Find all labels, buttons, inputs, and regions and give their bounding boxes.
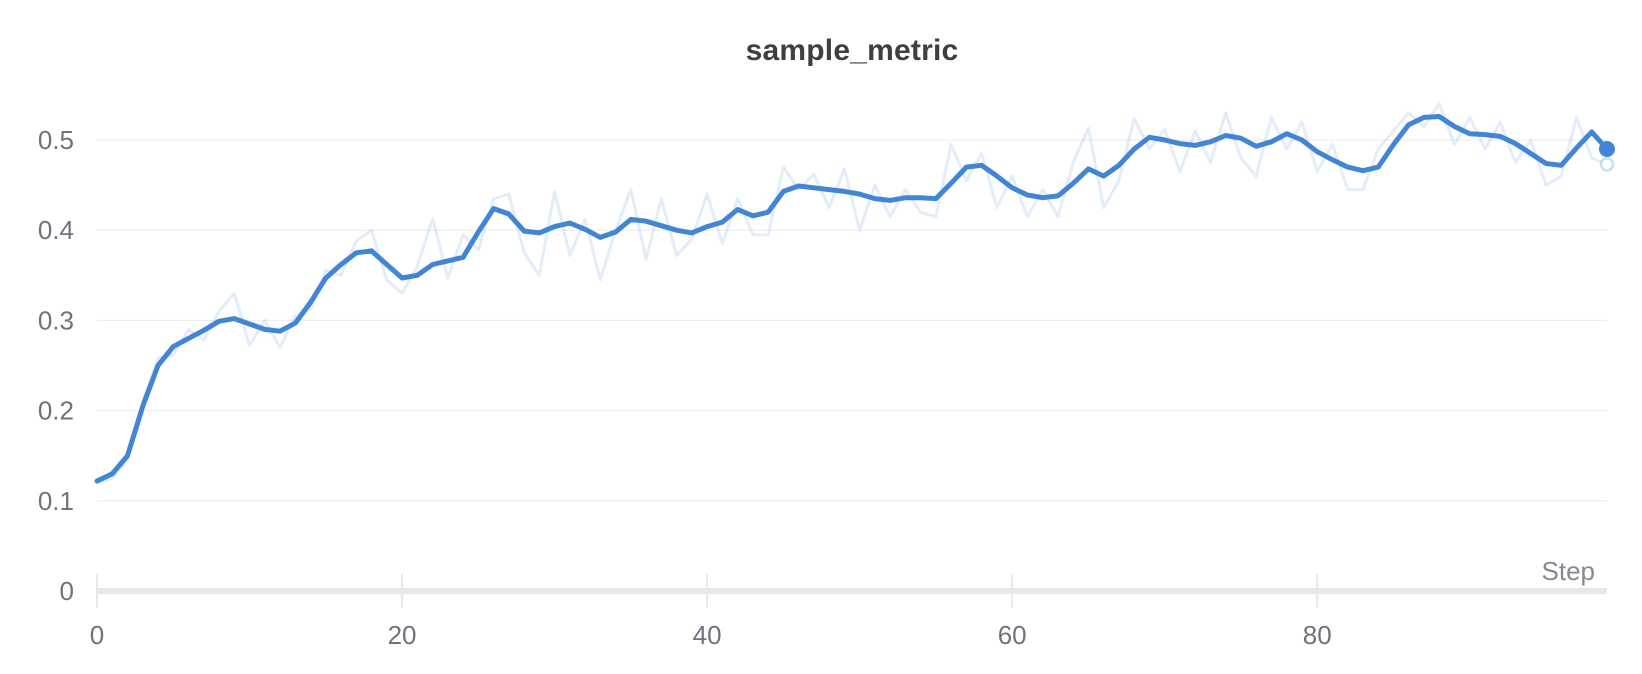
x-axis-label: Step xyxy=(1541,556,1596,586)
y-tick-label: 0.2 xyxy=(38,396,74,426)
x-tick-label: 60 xyxy=(998,620,1027,650)
y-tick-label: 0.3 xyxy=(38,305,74,335)
x-tick-label: 40 xyxy=(693,620,722,650)
y-tick-label: 0 xyxy=(60,576,74,606)
chart-title: sample_metric xyxy=(745,34,959,67)
series-end-dot xyxy=(1599,141,1615,158)
x-tick-label: 80 xyxy=(1303,620,1332,650)
y-tick-label: 0.5 xyxy=(38,125,74,155)
y-tick-label: 0.4 xyxy=(38,215,74,245)
y-tick-label: 0.1 xyxy=(38,486,74,516)
x-tick-label: 0 xyxy=(90,620,104,650)
x-tick-label: 20 xyxy=(388,620,417,650)
smoothed-series-line xyxy=(94,114,1610,484)
raw-end-circle xyxy=(1599,157,1615,172)
